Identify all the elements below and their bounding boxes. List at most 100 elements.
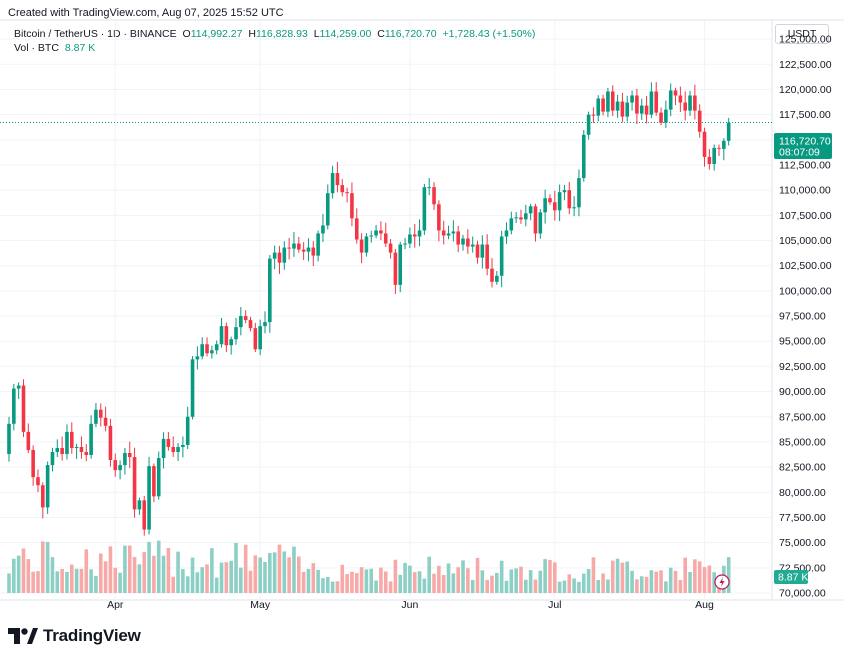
- volume-key[interactable]: Vol · BTC: [14, 42, 59, 54]
- candle-body: [688, 95, 692, 111]
- candle-body: [31, 449, 35, 478]
- volume-bar: [688, 572, 692, 593]
- last-price-label: 116,720.70: [779, 136, 831, 148]
- volume-bar: [185, 576, 190, 593]
- candle-body: [118, 465, 122, 471]
- volume-bar: [726, 557, 731, 593]
- volume-bar: [234, 542, 238, 593]
- volume-bar: [586, 569, 591, 593]
- chart-caption: Created with TradingView.com, Aug 07, 20…: [8, 7, 284, 19]
- high-key: H: [248, 28, 256, 40]
- lightning-bolt-icon: [719, 577, 725, 587]
- candle-body: [301, 249, 306, 252]
- volume-bar: [398, 574, 403, 593]
- price-tick-label: 110,000.00: [779, 185, 831, 197]
- volume-bar: [630, 570, 634, 593]
- candle-body: [137, 500, 142, 510]
- volume-bar: [683, 557, 687, 593]
- candle-body: [668, 90, 673, 110]
- candle-body: [524, 213, 528, 220]
- candle-body: [108, 425, 113, 461]
- volume-bar: [451, 573, 456, 593]
- volume-bar: [21, 548, 26, 593]
- volume-bar: [543, 559, 547, 593]
- volume-bar: [509, 569, 514, 593]
- candle-body: [166, 438, 171, 447]
- volume-bar: [577, 581, 581, 593]
- volume-bar: [635, 579, 639, 593]
- volume-bar: [552, 562, 557, 593]
- candle-body: [234, 327, 238, 340]
- volume-bar: [383, 571, 388, 593]
- candle-body: [548, 198, 552, 203]
- candle-body: [142, 500, 147, 530]
- tradingview-logo[interactable]: TradingView: [8, 626, 141, 646]
- candle-body: [185, 416, 190, 445]
- candle-body: [644, 105, 649, 115]
- candle-body: [635, 95, 639, 114]
- price-tick-label: 85,000.00: [779, 436, 826, 448]
- candle-body: [152, 466, 156, 497]
- candle-body: [697, 110, 702, 132]
- candle-body: [466, 238, 470, 247]
- open-value: 114,992.27: [190, 28, 243, 40]
- volume-bar: [16, 555, 21, 593]
- candle-body: [94, 409, 98, 424]
- volume-bar: [171, 576, 176, 593]
- price-tick-label: 122,500.00: [779, 59, 832, 71]
- candle-body: [98, 409, 103, 418]
- currency-selector[interactable]: USDT: [775, 24, 829, 44]
- candle-body: [335, 173, 340, 186]
- volume-bar: [161, 555, 166, 593]
- tradingview-logo-icon: [8, 628, 38, 644]
- volume-bar: [287, 557, 291, 593]
- time-axis[interactable]: Apr May Jun Jul Aug: [107, 599, 714, 611]
- price-axis[interactable]: 125,000.00 122,500.00 120,000.00 117,500.00…: [779, 34, 832, 600]
- volume-badge: [774, 570, 808, 584]
- close-value: 116,720.70: [384, 28, 437, 40]
- volume-bar: [354, 573, 359, 593]
- candle-body: [132, 457, 137, 510]
- price-tick-label: 87,500.00: [779, 411, 826, 423]
- volume-bar: [412, 572, 417, 593]
- candle-body: [60, 447, 64, 455]
- volume-bar: [118, 572, 122, 593]
- volume-bar: [374, 580, 378, 593]
- volume-bar: [528, 570, 533, 593]
- candle-body: [490, 268, 494, 282]
- candle-body: [354, 218, 359, 240]
- symbol-name[interactable]: Bitcoin / TetherUS · 1D · BINANCE: [14, 28, 177, 40]
- candle-body: [345, 192, 349, 194]
- volume-badge-label: 8.87 K: [778, 572, 808, 584]
- price-tick-label: 90,000.00: [779, 386, 826, 398]
- candle-body: [190, 359, 195, 417]
- volume-bar: [499, 560, 504, 593]
- volume-bar: [316, 569, 320, 593]
- volume-bar: [432, 573, 436, 593]
- volume-bar: [45, 541, 50, 593]
- candle-body: [277, 252, 282, 263]
- volume-bar: [533, 579, 538, 593]
- volume-bar: [31, 571, 35, 593]
- volume-bar: [408, 565, 412, 593]
- candlesticks: [7, 82, 731, 536]
- volume-bar: [514, 568, 518, 593]
- volume-bar: [55, 571, 60, 593]
- candle-body: [268, 258, 272, 323]
- price-tick-label: 120,000.00: [779, 84, 832, 96]
- price-tick-label: 92,500.00: [779, 361, 826, 373]
- volume-bar: [253, 555, 258, 593]
- candle-body: [398, 244, 403, 285]
- candle-body: [36, 477, 40, 486]
- candle-body: [156, 458, 161, 497]
- volume-legend: Vol · BTC 8.87 K: [14, 42, 98, 54]
- price-tick-label: 125,000.00: [779, 34, 832, 46]
- volume-bar: [325, 576, 330, 593]
- candle-body: [171, 446, 176, 453]
- volume-bar: [282, 551, 287, 593]
- candle-body: [408, 234, 412, 244]
- volume-bar: [248, 570, 253, 593]
- candle-body: [451, 231, 456, 234]
- countdown-label: 08:07:09: [779, 147, 820, 159]
